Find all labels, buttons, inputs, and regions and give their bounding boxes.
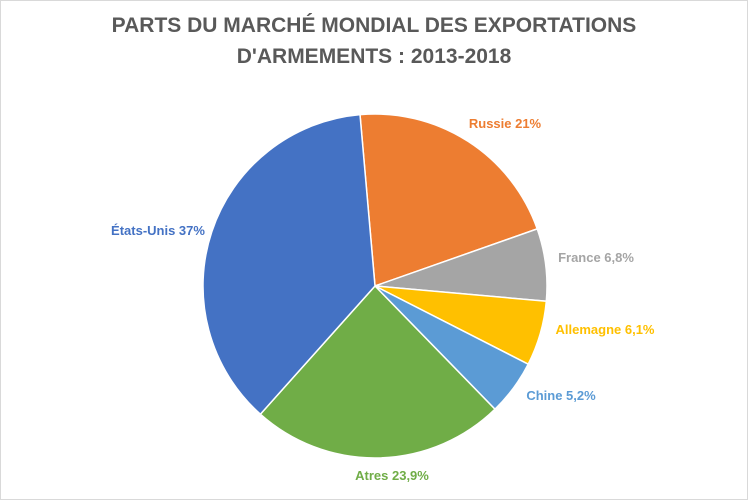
chart-title: PARTS DU MARCHÉ MONDIAL DES EXPORTATIONS… — [0, 10, 748, 72]
pie-slice-5 — [259, 284, 497, 459]
data-label-6: États-Unis 37% — [111, 223, 205, 238]
pie-slice-6 — [202, 113, 376, 416]
data-label-1: Russie 21% — [469, 116, 542, 131]
chart-title-line-2: D'ARMEMENTS : 2013-2018 — [236, 45, 512, 68]
pie-slice-1 — [359, 113, 539, 288]
chart-title-line-1: PARTS DU MARCHÉ MONDIAL DES EXPORTATIONS — [111, 14, 637, 37]
data-label-2: France 6,8% — [558, 250, 634, 265]
data-label-3: Allemagne 6,1% — [556, 322, 655, 337]
data-label-4: Chine 5,2% — [526, 388, 596, 403]
data-label-5: Atres 23,9% — [355, 468, 429, 483]
